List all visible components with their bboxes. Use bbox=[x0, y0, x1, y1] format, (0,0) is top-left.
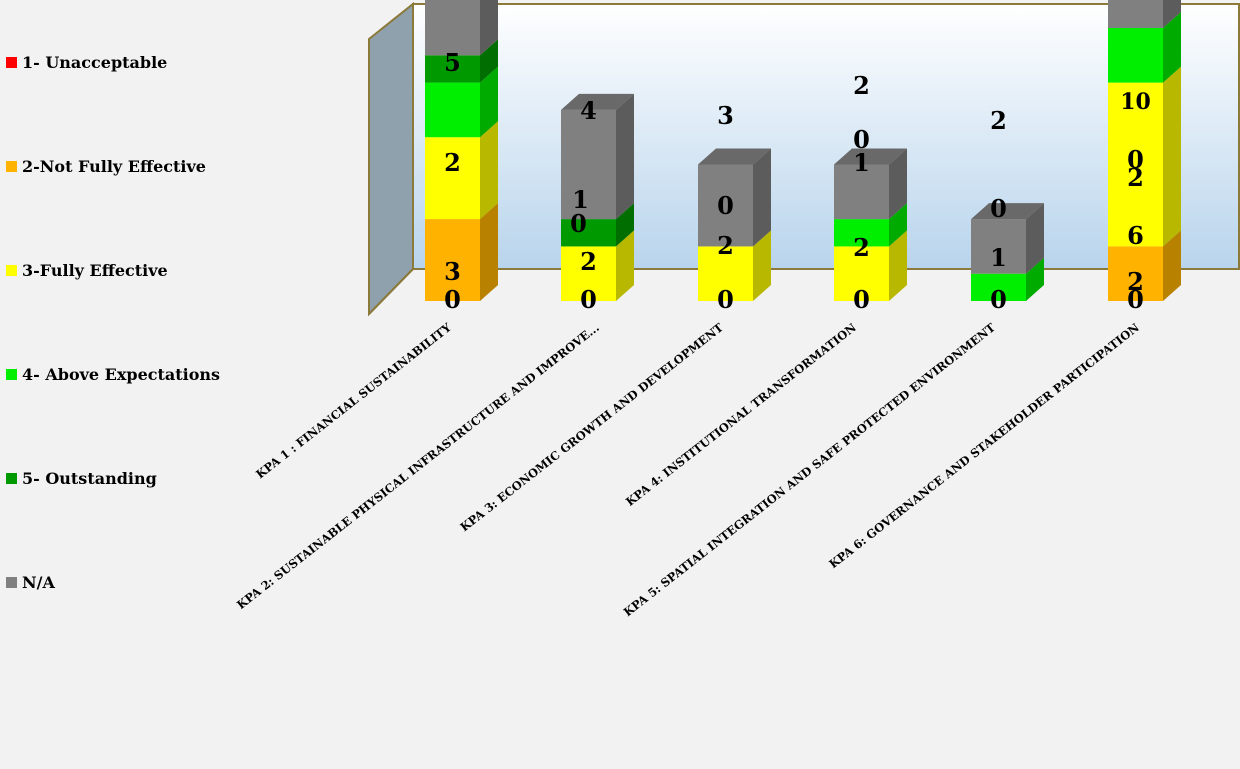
data-label: 0 bbox=[1127, 285, 1144, 314]
legend-label: 1- Unacceptable bbox=[22, 53, 168, 72]
bar-segment-side bbox=[480, 39, 498, 83]
bar-segment bbox=[425, 55, 480, 83]
legend-item: 3-Fully Effective bbox=[6, 261, 168, 280]
bar-segment bbox=[698, 164, 753, 247]
plot-side-wall bbox=[368, 1, 414, 317]
bar-segment-side bbox=[753, 230, 771, 301]
bar-segment-side bbox=[480, 66, 498, 138]
legend-item: 4- Above Expectations bbox=[6, 365, 220, 384]
legend-swatch bbox=[6, 57, 17, 68]
bar-segment-side bbox=[753, 148, 771, 247]
data-label: 0 bbox=[990, 285, 1007, 314]
legend-label: 3-Fully Effective bbox=[22, 261, 168, 280]
bar-segment bbox=[971, 219, 1026, 274]
data-label: 0 bbox=[580, 285, 597, 314]
data-label: 0 bbox=[1127, 145, 1144, 174]
data-label: 2 bbox=[853, 233, 870, 262]
bar-segment bbox=[834, 219, 889, 247]
bar-segment bbox=[561, 219, 616, 247]
bar-top bbox=[698, 148, 771, 165]
data-label: 2 bbox=[1127, 267, 1144, 296]
bar-segment-side bbox=[889, 148, 907, 220]
bar-segment bbox=[1108, 82, 1163, 247]
legend-label: 2-Not Fully Effective bbox=[22, 157, 206, 176]
data-label: 0 bbox=[853, 125, 870, 154]
data-label: 2 bbox=[717, 231, 734, 260]
plot-floor-edge bbox=[368, 268, 414, 315]
legend-swatch bbox=[6, 369, 17, 380]
legend-item: 5- Outstanding bbox=[6, 469, 157, 488]
legend-label: N/A bbox=[22, 573, 55, 592]
data-label: 0 bbox=[717, 285, 734, 314]
bar-segment bbox=[425, 219, 480, 301]
bar-segment bbox=[971, 273, 1026, 301]
bar-segment bbox=[1108, 28, 1163, 83]
legend-label: 4- Above Expectations bbox=[22, 365, 221, 384]
bar-segment-side bbox=[889, 203, 907, 247]
data-label: 2 bbox=[990, 106, 1007, 135]
bar-segment-side bbox=[1026, 257, 1044, 301]
bar-segment bbox=[1108, 0, 1163, 28]
bar-segment bbox=[425, 137, 480, 220]
data-label: 2 bbox=[1127, 163, 1144, 192]
bar-segment bbox=[698, 246, 753, 301]
data-label: 2 bbox=[853, 71, 870, 100]
data-label: 1 bbox=[572, 185, 589, 214]
data-label: 0 bbox=[717, 191, 734, 220]
bar-segment bbox=[425, 0, 480, 56]
data-label: 0 bbox=[570, 209, 587, 238]
bar-segment-side bbox=[616, 93, 634, 220]
bar-segment-side bbox=[480, 121, 498, 220]
legend-item: 2-Not Fully Effective bbox=[6, 157, 206, 176]
bar-segment-side bbox=[1163, 12, 1181, 83]
chart-legend: 1- Unacceptable 2-Not Fully Effective 3-Fu… bbox=[6, 0, 306, 769]
legend-item: N/A bbox=[6, 573, 55, 592]
bar-segment-side bbox=[1026, 203, 1044, 274]
data-label: 3 bbox=[717, 101, 734, 130]
bar-segment-side bbox=[889, 230, 907, 301]
bar-segment bbox=[1108, 246, 1163, 301]
legend-swatch bbox=[6, 265, 17, 276]
category-label: KPA 3: ECONOMIC GROWTH AND DEVELOPMENT bbox=[457, 320, 726, 534]
data-label: 4 bbox=[580, 96, 597, 125]
data-label: 0 bbox=[853, 285, 870, 314]
bar-segment-side bbox=[1163, 0, 1181, 28]
data-label: 2 bbox=[444, 148, 461, 177]
bar-segment-side bbox=[1163, 230, 1181, 301]
category-label: KPA 4: INSTITUTIONAL TRANSFORMATION bbox=[623, 320, 859, 509]
legend-swatch bbox=[6, 161, 17, 172]
data-label: 5 bbox=[444, 48, 461, 77]
data-label: 3 bbox=[444, 257, 461, 286]
bar-segment-side bbox=[616, 230, 634, 301]
bar-top bbox=[834, 148, 907, 165]
category-label: KPA 6: GOVERNANCE AND STAKEHOLDER PARTIC… bbox=[826, 320, 1142, 571]
legend-swatch bbox=[6, 473, 17, 484]
bar-segment bbox=[561, 246, 616, 301]
plot-back-wall bbox=[412, 3, 1240, 270]
data-label: 2 bbox=[580, 247, 597, 276]
bar-segment-side bbox=[1163, 66, 1181, 247]
bar-segment bbox=[561, 109, 616, 220]
bar-segment-side bbox=[616, 203, 634, 247]
bar-segment-side bbox=[480, 203, 498, 301]
data-label: 6 bbox=[1127, 221, 1144, 250]
data-label: 10 bbox=[1120, 89, 1151, 115]
bar-top bbox=[561, 93, 634, 110]
data-label: 1 bbox=[990, 243, 1007, 272]
bar-segment bbox=[834, 246, 889, 301]
bar-segment bbox=[425, 82, 480, 138]
bar-segment bbox=[834, 164, 889, 220]
legend-swatch bbox=[6, 577, 17, 588]
legend-label: 5- Outstanding bbox=[22, 469, 157, 488]
data-label: 0 bbox=[444, 285, 461, 314]
bar-segment-side bbox=[480, 0, 498, 56]
legend-item: 1- Unacceptable bbox=[6, 53, 167, 72]
bar-top bbox=[971, 203, 1044, 220]
data-label: 0 bbox=[990, 194, 1007, 223]
data-label: 1 bbox=[853, 148, 870, 177]
